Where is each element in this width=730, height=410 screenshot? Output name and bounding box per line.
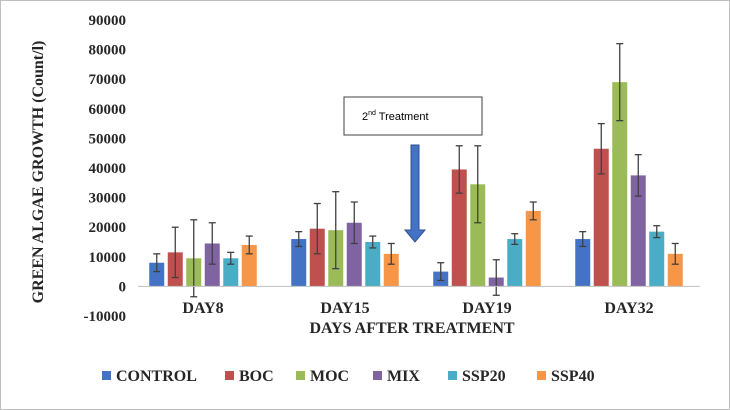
bar-ssp40-day19 xyxy=(525,210,541,287)
y-tick-label: 60000 xyxy=(89,102,127,118)
legend-label-moc: MOC xyxy=(310,368,349,385)
x-category-label: DAY15 xyxy=(320,300,369,317)
bar-ssp40-day32 xyxy=(667,253,683,287)
bar-ssp20-day15 xyxy=(365,242,381,287)
legend-swatch-moc xyxy=(296,371,305,380)
annotation-prefix: 2 xyxy=(362,111,368,123)
y-tick-label: 90000 xyxy=(89,13,127,29)
bar-control-day8 xyxy=(149,262,165,287)
bar-mix-day8 xyxy=(204,243,220,287)
bars xyxy=(149,82,683,287)
legend-label-mix: MIX xyxy=(387,368,420,385)
y-tick-label: 80000 xyxy=(89,43,127,59)
y-tick-label: 50000 xyxy=(89,131,127,147)
bar-boc-day19 xyxy=(451,169,467,287)
annotation-label: Treatment xyxy=(376,111,429,123)
annotation-superscript: nd xyxy=(368,110,376,117)
legend-label-ssp20: SSP20 xyxy=(462,368,506,385)
treatment-annotation: 2nd Treatment xyxy=(343,96,483,243)
annotation-text: 2nd Treatment xyxy=(362,110,429,123)
x-category-label: DAY8 xyxy=(182,300,223,317)
y-tick-label: 20000 xyxy=(89,220,127,236)
y-tick-label: 10000 xyxy=(89,250,127,266)
bar-ssp20-day8 xyxy=(223,258,239,287)
bar-ssp20-day32 xyxy=(649,231,665,287)
bar-control-day32 xyxy=(575,239,591,287)
legend-swatch-ssp20 xyxy=(448,371,457,380)
bar-moc-day19 xyxy=(470,184,486,287)
bar-control-day15 xyxy=(291,239,307,287)
bar-ssp40-day8 xyxy=(241,244,257,287)
y-axis-ticks: -10000 0 10000 20000 30000 40000 50000 60000 700… xyxy=(84,13,127,325)
legend-swatch-mix xyxy=(373,371,382,380)
x-axis-title: DAYS AFTER TREATMENT xyxy=(309,320,514,337)
y-tick-label: 40000 xyxy=(89,161,127,177)
bar-mix-day32 xyxy=(630,175,646,287)
y-tick-label: -10000 xyxy=(84,309,127,325)
bar-boc-day32 xyxy=(593,148,609,287)
error-bars xyxy=(153,43,679,298)
legend-swatch-ssp40 xyxy=(537,371,546,380)
x-axis-category-labels: DAY8 DAY15 DAY19 DAY32 xyxy=(182,300,653,317)
y-axis-title: GREEN ALGAE GROWTH (Count/l) xyxy=(30,41,47,304)
annotation-box xyxy=(343,96,483,136)
legend-label-control: CONTROL xyxy=(116,368,197,385)
down-arrow-icon xyxy=(403,144,427,243)
legend-swatch-boc xyxy=(225,371,234,380)
legend-label-boc: BOC xyxy=(239,368,274,385)
legend: CONTROL BOC MOC MIX SSP20 SSP40 xyxy=(102,368,595,385)
y-tick-label: 30000 xyxy=(89,191,127,207)
x-category-label: DAY19 xyxy=(462,300,511,317)
bar-ssp20-day19 xyxy=(507,239,523,287)
bar-moc-day32 xyxy=(612,82,628,287)
y-tick-label: 0 xyxy=(119,279,127,295)
legend-label-ssp40: SSP40 xyxy=(551,368,595,385)
bar-boc-day15 xyxy=(309,228,325,287)
x-category-label: DAY32 xyxy=(604,300,653,317)
legend-swatch-control xyxy=(102,371,111,380)
bar-mix-day15 xyxy=(346,222,362,287)
bar-ssp40-day15 xyxy=(383,253,399,287)
y-tick-label: 70000 xyxy=(89,72,127,88)
